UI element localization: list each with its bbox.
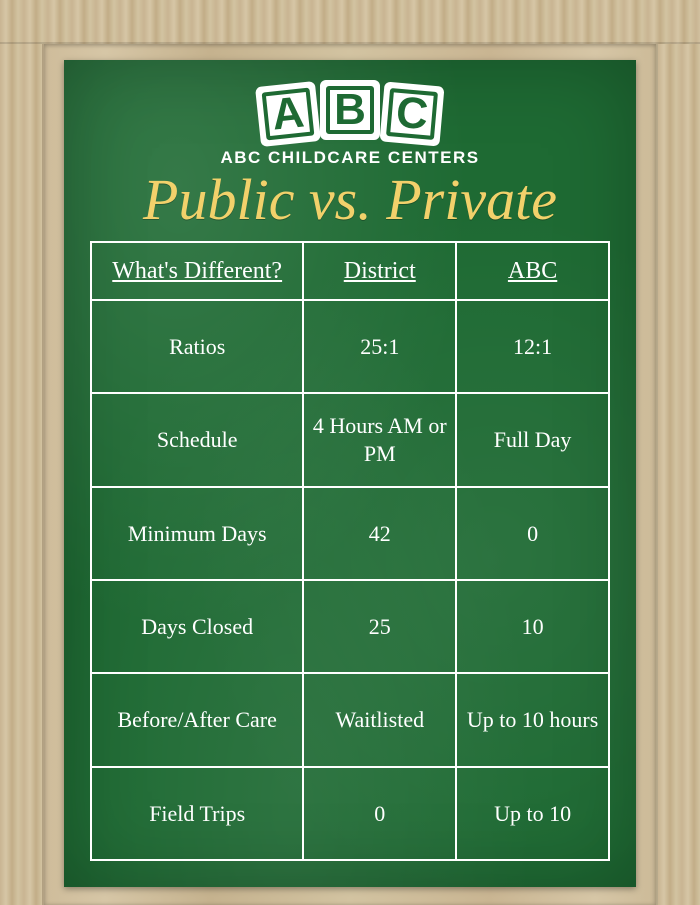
logo-block-b: B [320, 80, 380, 140]
row-district: 0 [303, 767, 456, 860]
wooden-frame: A B C ABC CHILDCARE CENTERS Public vs. P… [0, 0, 700, 905]
logo-block-c: C [379, 81, 444, 146]
logo-blocks: A B C [258, 84, 442, 144]
table-body: Ratios 25:1 12:1 Schedule 4 Hours AM or … [91, 300, 609, 860]
row-abc: 12:1 [456, 300, 609, 393]
row-label: Before/After Care [91, 673, 303, 766]
frame-rail-top [0, 0, 700, 44]
chalkboard: A B C ABC CHILDCARE CENTERS Public vs. P… [64, 60, 636, 887]
row-label: Field Trips [91, 767, 303, 860]
col-header-district: District [303, 242, 456, 300]
row-abc: Up to 10 hours [456, 673, 609, 766]
logo: A B C ABC CHILDCARE CENTERS [90, 82, 610, 168]
row-district: 4 Hours AM or PM [303, 393, 456, 486]
col-header-abc: ABC [456, 242, 609, 300]
table-row: Minimum Days 42 0 [91, 487, 609, 580]
row-label: Days Closed [91, 580, 303, 673]
row-district: 25 [303, 580, 456, 673]
frame-rail-left [0, 44, 44, 905]
row-district: 42 [303, 487, 456, 580]
page-title: Public vs. Private [90, 166, 610, 233]
row-label: Schedule [91, 393, 303, 486]
logo-block-a: A [255, 81, 321, 147]
table-row: Before/After Care Waitlisted Up to 10 ho… [91, 673, 609, 766]
row-district: Waitlisted [303, 673, 456, 766]
table-header-row: What's Different? District ABC [91, 242, 609, 300]
row-label: Minimum Days [91, 487, 303, 580]
row-label: Ratios [91, 300, 303, 393]
row-abc: Up to 10 [456, 767, 609, 860]
table-row: Days Closed 25 10 [91, 580, 609, 673]
table-row: Schedule 4 Hours AM or PM Full Day [91, 393, 609, 486]
table-row: Field Trips 0 Up to 10 [91, 767, 609, 860]
table-row: Ratios 25:1 12:1 [91, 300, 609, 393]
org-name: ABC CHILDCARE CENTERS [90, 148, 610, 168]
row-district: 25:1 [303, 300, 456, 393]
row-abc: 10 [456, 580, 609, 673]
comparison-table: What's Different? District ABC Ratios 25… [90, 241, 610, 861]
row-abc: Full Day [456, 393, 609, 486]
row-abc: 0 [456, 487, 609, 580]
col-header-label: What's Different? [91, 242, 303, 300]
frame-rail-right [656, 44, 700, 905]
